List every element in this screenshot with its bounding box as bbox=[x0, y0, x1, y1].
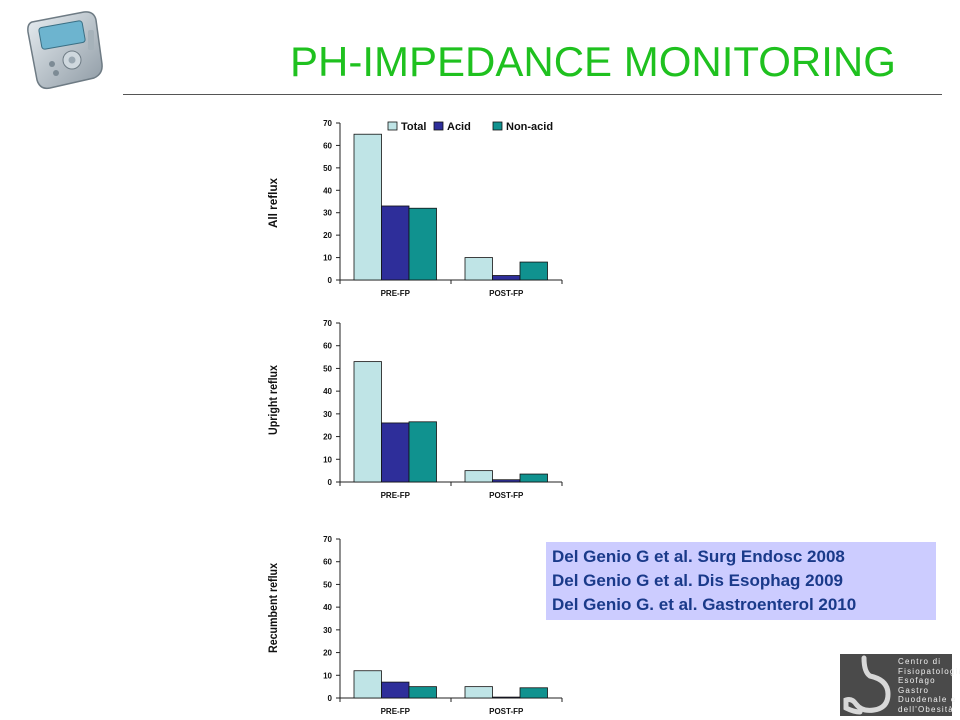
y-tick-label: 60 bbox=[323, 141, 332, 150]
bar bbox=[492, 479, 521, 483]
references-box: Del Genio G et al. Surg Endosc 2008 Del … bbox=[546, 542, 936, 620]
legend-label: Non-acid bbox=[506, 121, 553, 133]
y-tick-label: 0 bbox=[328, 276, 333, 285]
y-tick-label: 0 bbox=[328, 478, 333, 487]
bar bbox=[353, 133, 382, 281]
bar bbox=[353, 670, 382, 699]
bar bbox=[381, 205, 410, 281]
y-tick-label: 10 bbox=[323, 254, 332, 263]
y-tick-label: 70 bbox=[323, 119, 332, 128]
y-tick-label: 20 bbox=[323, 433, 332, 442]
category-label: POST-FP bbox=[489, 707, 524, 716]
logo-text-line: dell'Obesità bbox=[898, 704, 954, 714]
bar bbox=[381, 422, 410, 483]
category-label: PRE-FP bbox=[381, 491, 411, 500]
bar bbox=[492, 696, 521, 699]
legend-swatch bbox=[492, 121, 503, 131]
category-label: POST-FP bbox=[489, 289, 524, 298]
stomach-icon bbox=[843, 655, 891, 715]
logo-text-line: Gastro bbox=[898, 685, 930, 695]
y-axis-label: All reflux bbox=[266, 178, 280, 228]
slide-title: PH-IMPEDANCE MONITORING bbox=[290, 38, 896, 85]
reference-line: Del Genio G et al. Surg Endosc 2008 bbox=[552, 547, 845, 566]
y-tick-label: 30 bbox=[323, 209, 332, 218]
y-tick-label: 40 bbox=[323, 186, 332, 195]
logo-text-line: Esofago bbox=[898, 676, 936, 685]
logo-text-line: Fisiopatologia bbox=[898, 666, 960, 676]
category-label: PRE-FP bbox=[381, 707, 411, 716]
bar bbox=[519, 261, 548, 281]
legend-label: Total bbox=[401, 121, 426, 133]
bar bbox=[519, 687, 548, 699]
ph-monitor-device-icon bbox=[27, 11, 103, 90]
bar bbox=[408, 207, 437, 281]
bar bbox=[519, 473, 548, 483]
title-divider bbox=[123, 94, 942, 95]
reference-line: Del Genio G. et al. Gastroenterol 2010 bbox=[552, 595, 857, 614]
bar bbox=[408, 421, 437, 483]
y-tick-label: 30 bbox=[323, 410, 332, 419]
y-tick-label: 20 bbox=[323, 231, 332, 240]
logo-text-line: Centro di bbox=[898, 657, 942, 666]
y-tick-label: 60 bbox=[323, 342, 332, 351]
reference-line: Del Genio G et al. Dis Esophag 2009 bbox=[552, 571, 843, 590]
y-tick-label: 40 bbox=[323, 387, 332, 396]
y-tick-label: 50 bbox=[323, 164, 332, 173]
bar bbox=[464, 470, 493, 483]
y-tick-label: 20 bbox=[323, 649, 332, 658]
legend-swatch bbox=[433, 121, 444, 131]
y-axis-label: Upright reflux bbox=[266, 365, 280, 435]
y-tick-label: 30 bbox=[323, 626, 332, 635]
center-logo: Centro di Fisiopatologia Esofago Gastro … bbox=[840, 654, 960, 716]
y-tick-label: 10 bbox=[323, 671, 332, 680]
bar bbox=[464, 257, 493, 281]
category-label: PRE-FP bbox=[381, 289, 411, 298]
y-tick-label: 40 bbox=[323, 603, 332, 612]
legend-swatch bbox=[387, 121, 398, 131]
y-tick-label: 70 bbox=[323, 535, 332, 544]
legend-label: Acid bbox=[447, 121, 471, 133]
bar bbox=[408, 686, 437, 699]
y-axis-label: Recumbent reflux bbox=[266, 563, 280, 653]
y-tick-label: 50 bbox=[323, 580, 332, 589]
center-logo-text: Centro di Fisiopatologia Esofago Gastro … bbox=[898, 657, 960, 714]
y-tick-label: 50 bbox=[323, 364, 332, 373]
y-tick-label: 10 bbox=[323, 455, 332, 464]
category-label: POST-FP bbox=[489, 491, 524, 500]
y-tick-label: 70 bbox=[323, 319, 332, 328]
bar bbox=[492, 275, 521, 281]
bar bbox=[353, 361, 382, 483]
logo-text-line: Duodenale e bbox=[898, 695, 957, 704]
y-tick-label: 0 bbox=[328, 694, 333, 703]
bar bbox=[464, 686, 493, 699]
y-tick-label: 60 bbox=[323, 558, 332, 567]
bar bbox=[381, 681, 410, 699]
